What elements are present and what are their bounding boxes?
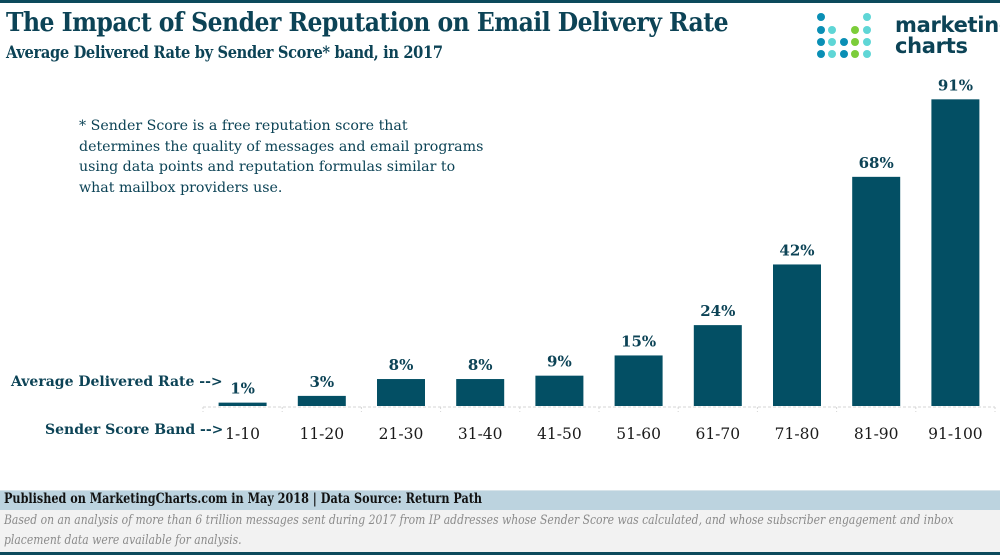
bar-chart: 1% 1-10 3% 11-20 8% 21-30 8% 31-40 9% 41-50 15% 51-… [202, 76, 996, 443]
x-tick-label: 41-50 [537, 425, 582, 443]
logo-text-line1: marketing [895, 13, 1000, 37]
value-row-label: Average Delivered Rate --> [11, 374, 223, 390]
bar-41-50 [535, 375, 584, 406]
data-label: 1% [230, 380, 255, 398]
footer-note-background [0, 510, 1000, 552]
x-tick-label: 61-70 [695, 425, 740, 443]
top-border [0, 0, 1000, 3]
logo-dot [863, 26, 871, 34]
data-label: 68% [859, 154, 894, 172]
data-label: 24% [700, 302, 735, 320]
logo-dot [828, 50, 836, 58]
x-tick-label: 31-40 [458, 425, 503, 443]
x-tick-label: 71-80 [775, 425, 820, 443]
x-tick-label: 81-90 [854, 425, 899, 443]
x-tick-label: 51-60 [616, 425, 661, 443]
data-label: 8% [389, 356, 414, 374]
chart-title: The Impact of Sender Reputation on Email… [6, 8, 729, 38]
logo-dot [863, 13, 871, 21]
data-label: 42% [779, 241, 814, 259]
bar-dots-logo-icon [817, 13, 871, 58]
logo-dot [817, 26, 825, 34]
bar-11-20 [297, 395, 346, 406]
logo-dot [863, 50, 871, 58]
footer-source-bar [0, 490, 1000, 511]
logo-text-line2: charts [895, 34, 968, 58]
logo-wordmark: marketing charts [895, 15, 1000, 57]
bar-71-80 [773, 264, 821, 406]
logo-dot [863, 38, 871, 46]
x-tick-label: 21-30 [379, 425, 424, 443]
bottom-border [0, 552, 1000, 555]
logo-dot [840, 50, 848, 58]
data-label: 15% [621, 332, 656, 350]
logo-dot [828, 38, 836, 46]
bar-1-10 [218, 402, 267, 406]
footer-methodology-note: Based on an analysis of more than 6 tril… [4, 513, 954, 548]
data-label: 3% [309, 373, 334, 391]
logo-dot [851, 26, 859, 34]
bar-31-40 [456, 379, 505, 406]
bar-91-100 [931, 99, 980, 406]
sender-score-footnote: * Sender Score is a free reputation scor… [79, 118, 484, 196]
bar-51-60 [614, 355, 663, 406]
logo-dot [840, 38, 848, 46]
data-label: 8% [468, 356, 493, 374]
logo-dot [851, 38, 859, 46]
logo-dot [828, 26, 836, 34]
data-label: 91% [938, 76, 973, 94]
logo-dot [817, 50, 825, 58]
chart-subtitle: Average Delivered Rate by Sender Score* … [6, 43, 443, 63]
logo-dot [817, 38, 825, 46]
bar-21-30 [377, 379, 425, 406]
data-label: 9% [547, 353, 572, 371]
marketingcharts-logo: marketing charts [815, 11, 1000, 61]
bar-81-90 [852, 176, 901, 406]
logo-dot [851, 50, 859, 58]
footer-published-source: Published on MarketingCharts.com in May … [4, 491, 483, 507]
x-tick-label: 1-10 [225, 425, 260, 443]
category-row-label: Sender Score Band --> [45, 422, 224, 438]
x-tick-label: 91-100 [928, 425, 983, 443]
bar-61-70 [693, 325, 742, 406]
x-tick-label: 11-20 [299, 425, 344, 443]
logo-dot [817, 13, 825, 21]
